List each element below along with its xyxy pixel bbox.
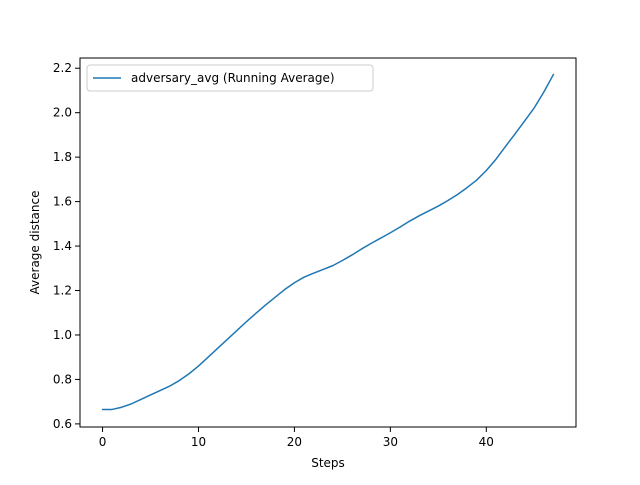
- y-tick-label: 0.6: [53, 417, 72, 431]
- y-tick-label: 1.4: [53, 239, 72, 253]
- x-tick-label: 20: [287, 435, 302, 449]
- y-tick-label: 1.2: [53, 284, 72, 298]
- series-layer: [101, 73, 555, 411]
- y-axis-title: Average distance: [28, 191, 42, 295]
- legend: adversary_avg (Running Average): [86, 64, 374, 92]
- legend-label: adversary_avg (Running Average): [131, 71, 335, 85]
- axes-frame: [79, 57, 577, 428]
- y-tick-label: 2.0: [53, 106, 72, 120]
- y-tick-label: 0.8: [53, 372, 72, 386]
- series-line: [101, 73, 555, 411]
- x-tick-label: 10: [191, 435, 206, 449]
- y-tick-label: 1.6: [53, 195, 72, 209]
- x-tick-label: 0: [99, 435, 107, 449]
- x-axis-title: Steps: [311, 456, 345, 470]
- y-tick-label: 2.2: [53, 61, 72, 75]
- x-tick-label: 40: [479, 435, 494, 449]
- x-tick-label: 30: [383, 435, 398, 449]
- x-axis-ticks: 0 10 20 30 40: [99, 427, 494, 449]
- y-tick-label: 1.8: [53, 150, 72, 164]
- y-tick-label: 1.0: [53, 328, 72, 342]
- legend-box: [86, 64, 374, 92]
- y-axis-ticks: 0.6 0.8 1.0 1.2 1.4 1.6 1.8 2.0 2.2: [53, 61, 80, 431]
